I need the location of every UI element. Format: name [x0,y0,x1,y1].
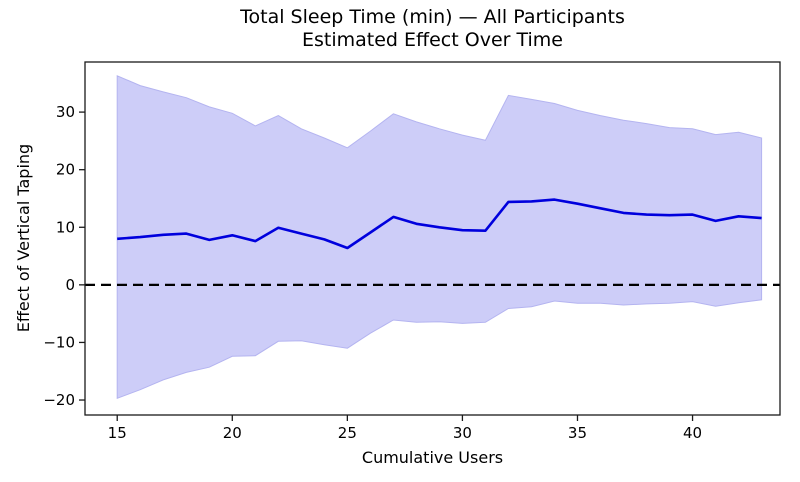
chart-title-line2: Estimated Effect Over Time [302,28,563,51]
x-tick-label: 25 [338,424,357,442]
chart-title-line1: Total Sleep Time (min) — All Participant… [240,6,625,28]
y-tick-label: 30 [56,103,75,121]
chart-title: Total Sleep Time (min) — All Participant… [85,6,780,51]
x-tick-label: 30 [453,424,472,442]
x-tick-label: 40 [683,424,702,442]
y-tick-label: −20 [43,391,75,409]
y-tick-label: −10 [43,333,75,351]
ci-band-shape [116,75,763,400]
y-tick-label: 10 [56,218,75,236]
confidence-band [116,75,763,400]
effect-line [117,198,762,250]
y-tick-label: 0 [65,276,75,294]
y-tick-label: 20 [56,161,75,179]
x-ticks: 15 20 25 30 35 40 [108,415,702,442]
y-ticks: −20 −10 0 10 20 30 [43,103,85,409]
effect-line-shape [117,198,762,250]
plot-border [84,61,781,416]
x-tick-label: 15 [108,424,127,442]
x-tick-label: 20 [223,424,242,442]
x-axis-label: Cumulative Users [361,448,504,467]
axes-spines [84,61,781,416]
x-tick-label: 35 [568,424,587,442]
